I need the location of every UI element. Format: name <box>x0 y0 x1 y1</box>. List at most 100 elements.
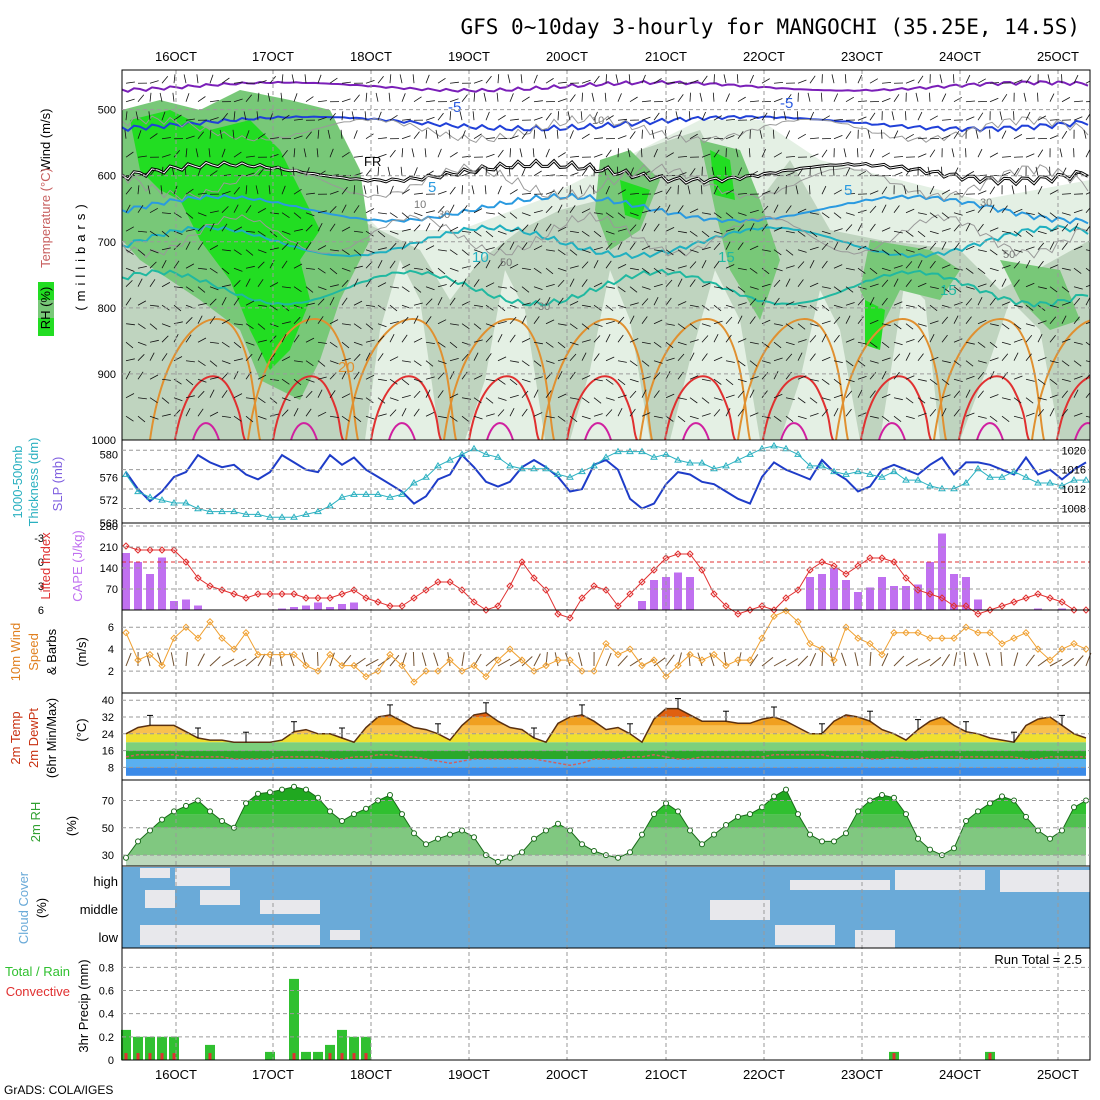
wind-barb <box>701 137 712 140</box>
wind-barb <box>917 111 923 121</box>
wind-label: 10m Wind <box>8 623 23 682</box>
cape-bar <box>866 587 874 610</box>
wind-barb <box>821 212 830 219</box>
wind-barb <box>845 96 855 103</box>
wind-barb <box>1025 353 1032 361</box>
wind-barb <box>280 92 283 102</box>
wind-barb <box>497 378 506 385</box>
cape-bar <box>134 562 142 610</box>
temp-contour-label: -5 <box>780 95 793 112</box>
wind-barb <box>629 96 638 103</box>
wind-barb <box>305 337 315 343</box>
wind-barb <box>533 74 538 84</box>
thickness-marker <box>458 450 466 457</box>
wind-barb <box>581 397 590 404</box>
wind-barb <box>233 98 243 103</box>
wind-barb <box>449 323 459 326</box>
rh-marker <box>807 831 813 838</box>
wind-barb <box>292 166 295 176</box>
wind-barb <box>1085 149 1090 158</box>
wind-barb <box>665 267 675 272</box>
wind-barb <box>605 334 611 343</box>
wind-barb <box>833 360 843 363</box>
wind-speed-marker <box>638 661 646 670</box>
temp-tick-label: 8 <box>108 762 114 774</box>
wind-barb <box>293 228 303 232</box>
wind-barb <box>965 389 971 398</box>
wind-barb <box>821 230 831 235</box>
wind-barb <box>653 283 663 288</box>
wind-barb <box>689 352 695 361</box>
top-date-label: 16OCT <box>155 49 197 64</box>
wind-barb <box>557 323 567 326</box>
wind-barb <box>785 230 795 234</box>
rh-marker <box>411 830 417 837</box>
wind-barb <box>580 111 583 121</box>
wind-speed-marker <box>902 629 910 637</box>
wind-barb <box>593 304 602 311</box>
wind-barb <box>917 378 927 382</box>
wind-barb <box>197 267 207 270</box>
wind-barb <box>327 129 331 139</box>
wind-barb <box>1025 282 1035 288</box>
wind-speed-marker <box>722 661 730 670</box>
panel-frame <box>121 439 1091 524</box>
lifted-tick-label: 3 <box>38 581 44 593</box>
wind-barb <box>737 408 744 417</box>
precip-tick-label: 0.8 <box>99 962 114 974</box>
wind-barb <box>521 408 528 417</box>
wind-barb <box>209 267 218 274</box>
wind-barb <box>845 315 851 324</box>
wind-barb <box>797 168 804 176</box>
wind-barb <box>293 135 303 140</box>
wind-barb <box>293 395 303 399</box>
wind-barb <box>305 131 312 139</box>
wind-barb <box>989 341 998 349</box>
wind-barb <box>173 149 181 158</box>
wind-speed-marker <box>578 667 586 675</box>
wind-barb <box>989 152 999 158</box>
wind-barb <box>365 374 375 380</box>
wind-barb <box>617 118 628 121</box>
wind-barb <box>125 652 132 667</box>
pressure-tick-label: 800 <box>98 303 116 315</box>
wind-barb <box>161 413 171 417</box>
thickness-marker <box>1070 476 1078 483</box>
wind-barb <box>821 242 829 250</box>
wind-barb <box>533 341 543 345</box>
wind-barb <box>149 339 159 343</box>
wind-barb <box>941 93 947 102</box>
wind-barb <box>269 154 279 158</box>
wind-barb <box>161 260 167 269</box>
wind-barb <box>293 334 300 343</box>
wind-barb <box>389 321 399 325</box>
temp-contour-line <box>566 375 638 440</box>
wind-barb <box>401 148 404 158</box>
wind-barb <box>905 658 919 667</box>
wind-barb <box>125 323 135 326</box>
wind-barb <box>917 353 924 361</box>
wind-barb <box>557 98 567 103</box>
cape-bar <box>194 605 202 610</box>
rh-band <box>126 855 1086 866</box>
wind-barb <box>233 371 239 380</box>
wind-barb <box>797 339 807 343</box>
rh-shade-green <box>130 110 885 370</box>
wind-barb <box>317 376 327 380</box>
precip-conv-bar <box>136 1053 140 1060</box>
wind-barb <box>281 321 291 325</box>
wind-barb <box>1061 360 1070 367</box>
wind-barb <box>471 185 475 195</box>
wind-barb <box>173 212 182 218</box>
wind-barb <box>137 371 144 380</box>
wind-barb <box>737 131 744 139</box>
wind-speed-marker <box>434 667 442 675</box>
wind-barb <box>377 212 387 215</box>
wind-barb <box>773 152 783 158</box>
wind-barb <box>305 408 312 417</box>
lifted-index-marker <box>1070 606 1078 614</box>
wind-barb <box>809 282 819 288</box>
wind-barb <box>137 323 146 330</box>
rh-marker <box>159 816 165 823</box>
wind-speed-marker <box>422 667 430 675</box>
